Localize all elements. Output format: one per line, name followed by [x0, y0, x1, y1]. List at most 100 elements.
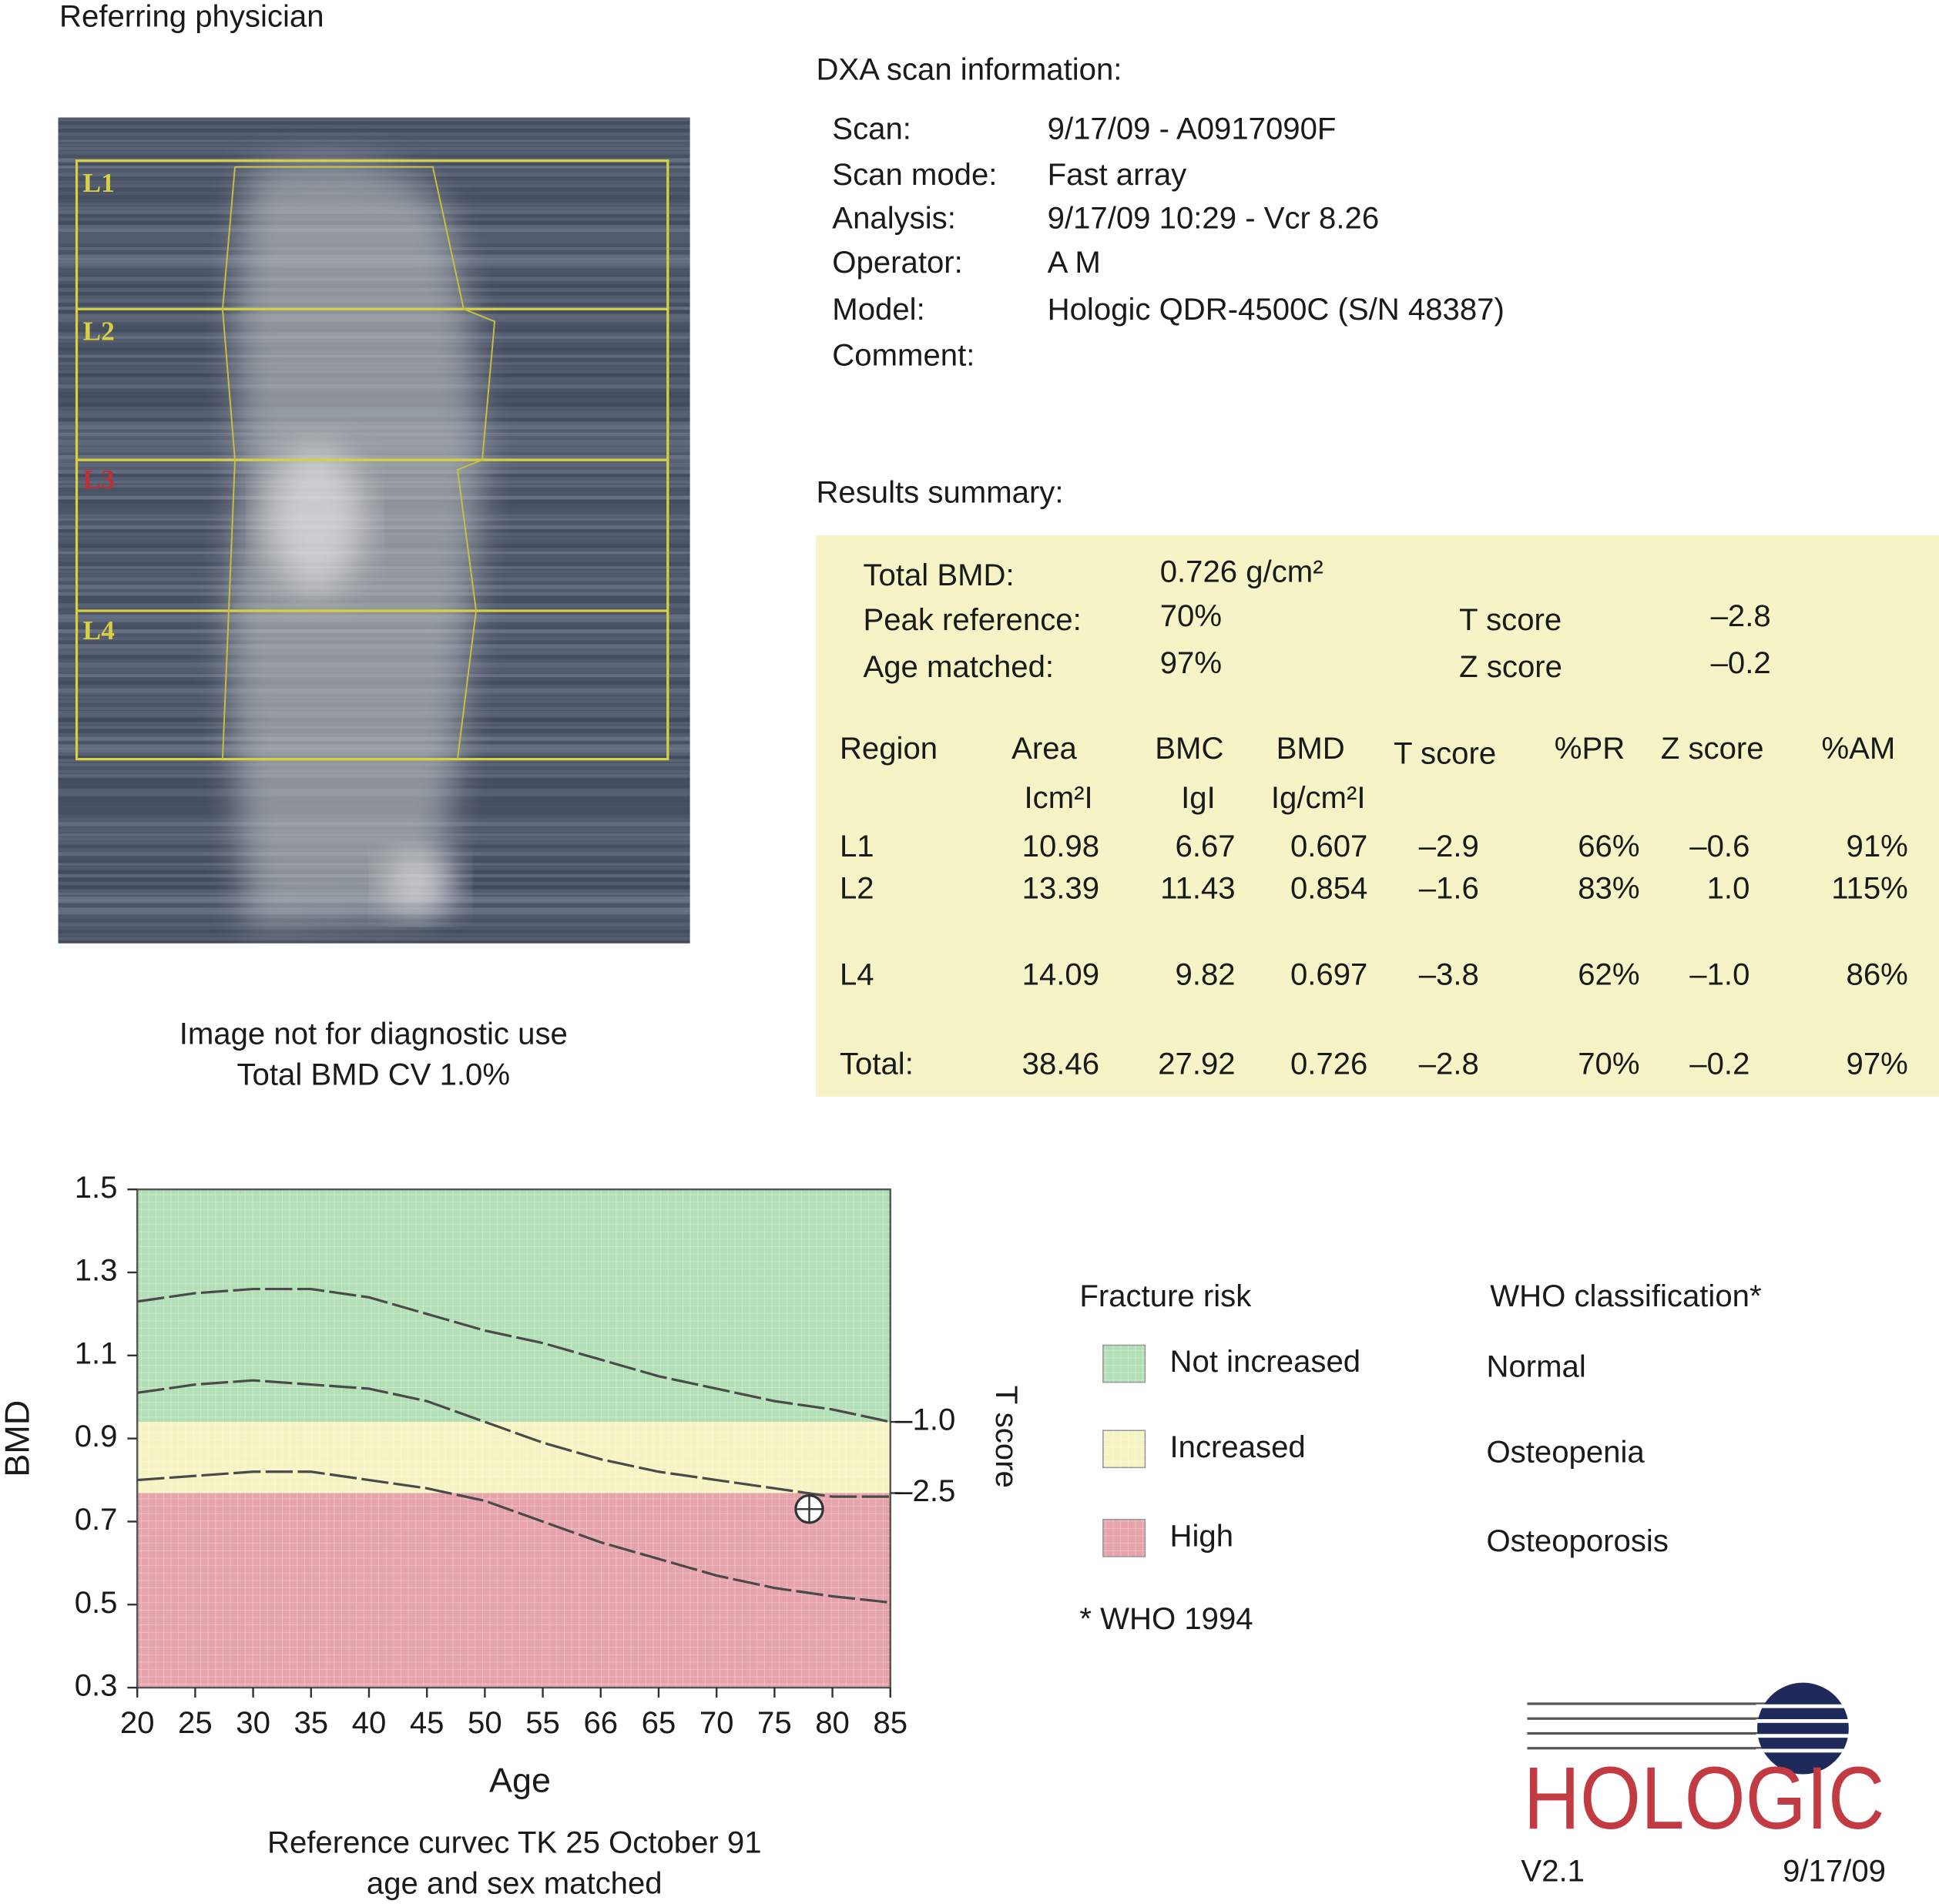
table-header: %AM: [1822, 731, 1896, 766]
table-cell: –1.0: [1689, 957, 1749, 992]
scan-stripe: [58, 125, 690, 129]
scan-stripe: [58, 933, 690, 937]
legend-swatch-grid: [1102, 1345, 1146, 1383]
table-cell: 27.92: [1158, 1046, 1235, 1081]
risk-band-grid: [137, 1189, 891, 1423]
x-tick-label: 25: [178, 1705, 213, 1740]
table-cell: 62%: [1578, 957, 1639, 992]
image-caption: Total BMD CV 1.0%: [237, 1058, 510, 1092]
scan-image: L1 L2 L3 L4: [58, 117, 690, 944]
vertebra-label: L3: [83, 464, 115, 494]
legend-swatch-grid: [1102, 1519, 1146, 1557]
who-title: WHO classification*: [1490, 1279, 1761, 1313]
table-cell: 97%: [1847, 1046, 1908, 1081]
y-tick-label: 0.9: [75, 1419, 118, 1453]
y-tick-label: 0.5: [75, 1585, 118, 1620]
scan-info-value: Fast array: [1048, 157, 1187, 192]
table-header: Z score: [1661, 731, 1764, 766]
scan-info-label: Scan:: [832, 112, 911, 146]
summary-cell: –0.2: [1711, 645, 1771, 680]
table-cell: 1.0: [1707, 870, 1750, 905]
scan-info-label: Analysis:: [832, 200, 956, 235]
table-cell: –1.6: [1419, 870, 1479, 905]
scan-stripe: [58, 117, 690, 122]
y2-axis-label: T score: [989, 1386, 1024, 1488]
scan-stripe: [58, 136, 690, 141]
scan-stripe: [58, 162, 690, 166]
table-cell: 0.607: [1290, 829, 1367, 863]
x-tick-label: 20: [120, 1705, 155, 1740]
scan-info-value: A M: [1048, 245, 1101, 280]
legend-label: Increased: [1170, 1430, 1306, 1464]
x-tick-label: 45: [410, 1705, 444, 1740]
table-cell: –3.8: [1419, 957, 1479, 992]
table-cell: 10.98: [1022, 829, 1099, 863]
scan-stripe: [58, 143, 690, 147]
x-tick-label: 75: [757, 1705, 792, 1740]
table-cell: L4: [840, 957, 874, 992]
scan-stripe: [58, 128, 690, 133]
table-cell: –0.2: [1689, 1046, 1749, 1081]
who-class: Osteoporosis: [1486, 1524, 1668, 1558]
chart-caption: Reference curvec TK 25 October 91: [267, 1825, 762, 1860]
y-tick-label: 1.3: [75, 1253, 118, 1288]
table-cell: 83%: [1578, 870, 1639, 905]
scan-info-value: 9/17/09 - A0917090F: [1048, 112, 1337, 146]
x-tick-label: 66: [583, 1705, 618, 1740]
scan-stripe: [58, 940, 690, 944]
scan-info-label: Model:: [832, 292, 924, 327]
legend-label: Not increased: [1170, 1344, 1361, 1379]
table-cell: 66%: [1578, 829, 1639, 863]
table-cell: L2: [840, 870, 874, 905]
summary-cell: 97%: [1160, 645, 1222, 680]
risk-band-grid: [137, 1422, 891, 1493]
results-title: Results summary:: [816, 475, 1063, 510]
table-header: T score: [1394, 736, 1496, 770]
summary-cell: T score: [1459, 602, 1562, 637]
scan-stripe: [58, 139, 690, 142]
scan-stripe: [58, 154, 690, 158]
table-cell: L1: [840, 829, 874, 863]
y-tick-label: 0.7: [75, 1502, 118, 1537]
x-tick-label: 55: [525, 1705, 560, 1740]
table-cell: 11.43: [1160, 870, 1235, 905]
table-header: BMD: [1276, 731, 1345, 766]
scan-stripe: [58, 132, 690, 136]
vertebra-label: L1: [83, 168, 115, 198]
scan-stripe: [58, 918, 690, 924]
x-axis-label: Age: [489, 1761, 551, 1800]
image-caption: Image not for diagnostic use: [179, 1017, 568, 1051]
version: V2.1: [1521, 1853, 1585, 1888]
table-cell: 115%: [1831, 870, 1908, 905]
fracture-risk-title: Fracture risk: [1079, 1279, 1252, 1313]
logo: HOLOGIC: [1524, 1682, 1884, 1848]
summary-cell: –2.8: [1711, 598, 1771, 633]
scan-stripe: [58, 922, 690, 927]
referring-physician: Referring physician: [59, 0, 324, 34]
table-cell: 0.726: [1290, 1046, 1367, 1081]
vertebra-label: L4: [83, 615, 115, 645]
scan-stripe: [58, 150, 690, 155]
chart-caption: age and sex matched: [367, 1866, 663, 1901]
scan-info-label: Comment:: [832, 337, 975, 372]
scan-stripe: [58, 930, 690, 934]
scan-stripe: [58, 121, 690, 125]
x-tick-label: 50: [468, 1705, 502, 1740]
table-cell: 9.82: [1176, 957, 1236, 992]
table-cell: –2.9: [1419, 829, 1479, 863]
who-class: Osteopenia: [1486, 1434, 1645, 1469]
scan-info-label: Scan mode:: [832, 157, 997, 192]
table-header: %PR: [1555, 731, 1625, 766]
y2-tick-label: –2.5: [895, 1473, 955, 1508]
summary-cell: Total BMD:: [863, 558, 1014, 592]
scan-info-title: DXA scan information:: [816, 52, 1122, 87]
legend-swatch-grid: [1102, 1430, 1146, 1468]
x-tick-label: 30: [236, 1705, 270, 1740]
x-tick-label: 70: [699, 1705, 734, 1740]
table-cell: Total:: [840, 1046, 914, 1081]
summary-cell: Z score: [1459, 649, 1562, 684]
x-tick-label: 80: [815, 1705, 850, 1740]
y2-tick-label: –1.0: [895, 1403, 955, 1437]
y-tick-label: 1.5: [75, 1170, 118, 1205]
